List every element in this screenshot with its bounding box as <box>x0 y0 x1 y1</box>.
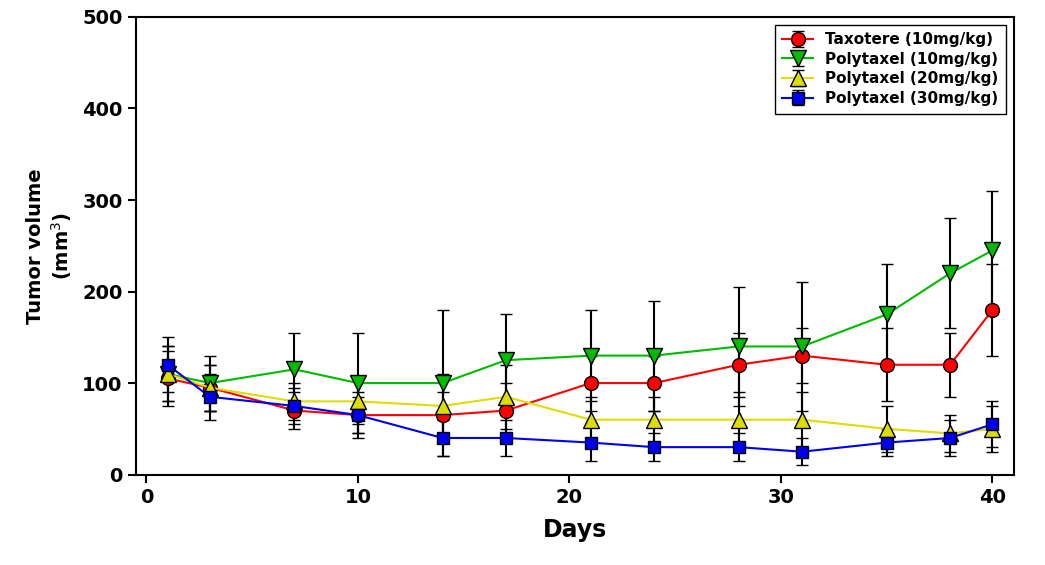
Legend: Taxotere (10mg/kg), Polytaxel (10mg/kg), Polytaxel (20mg/kg), Polytaxel (30mg/kg: Taxotere (10mg/kg), Polytaxel (10mg/kg),… <box>774 25 1006 114</box>
Y-axis label: Tumor volume
(mm$^3$): Tumor volume (mm$^3$) <box>26 168 74 324</box>
X-axis label: Days: Days <box>542 518 607 542</box>
